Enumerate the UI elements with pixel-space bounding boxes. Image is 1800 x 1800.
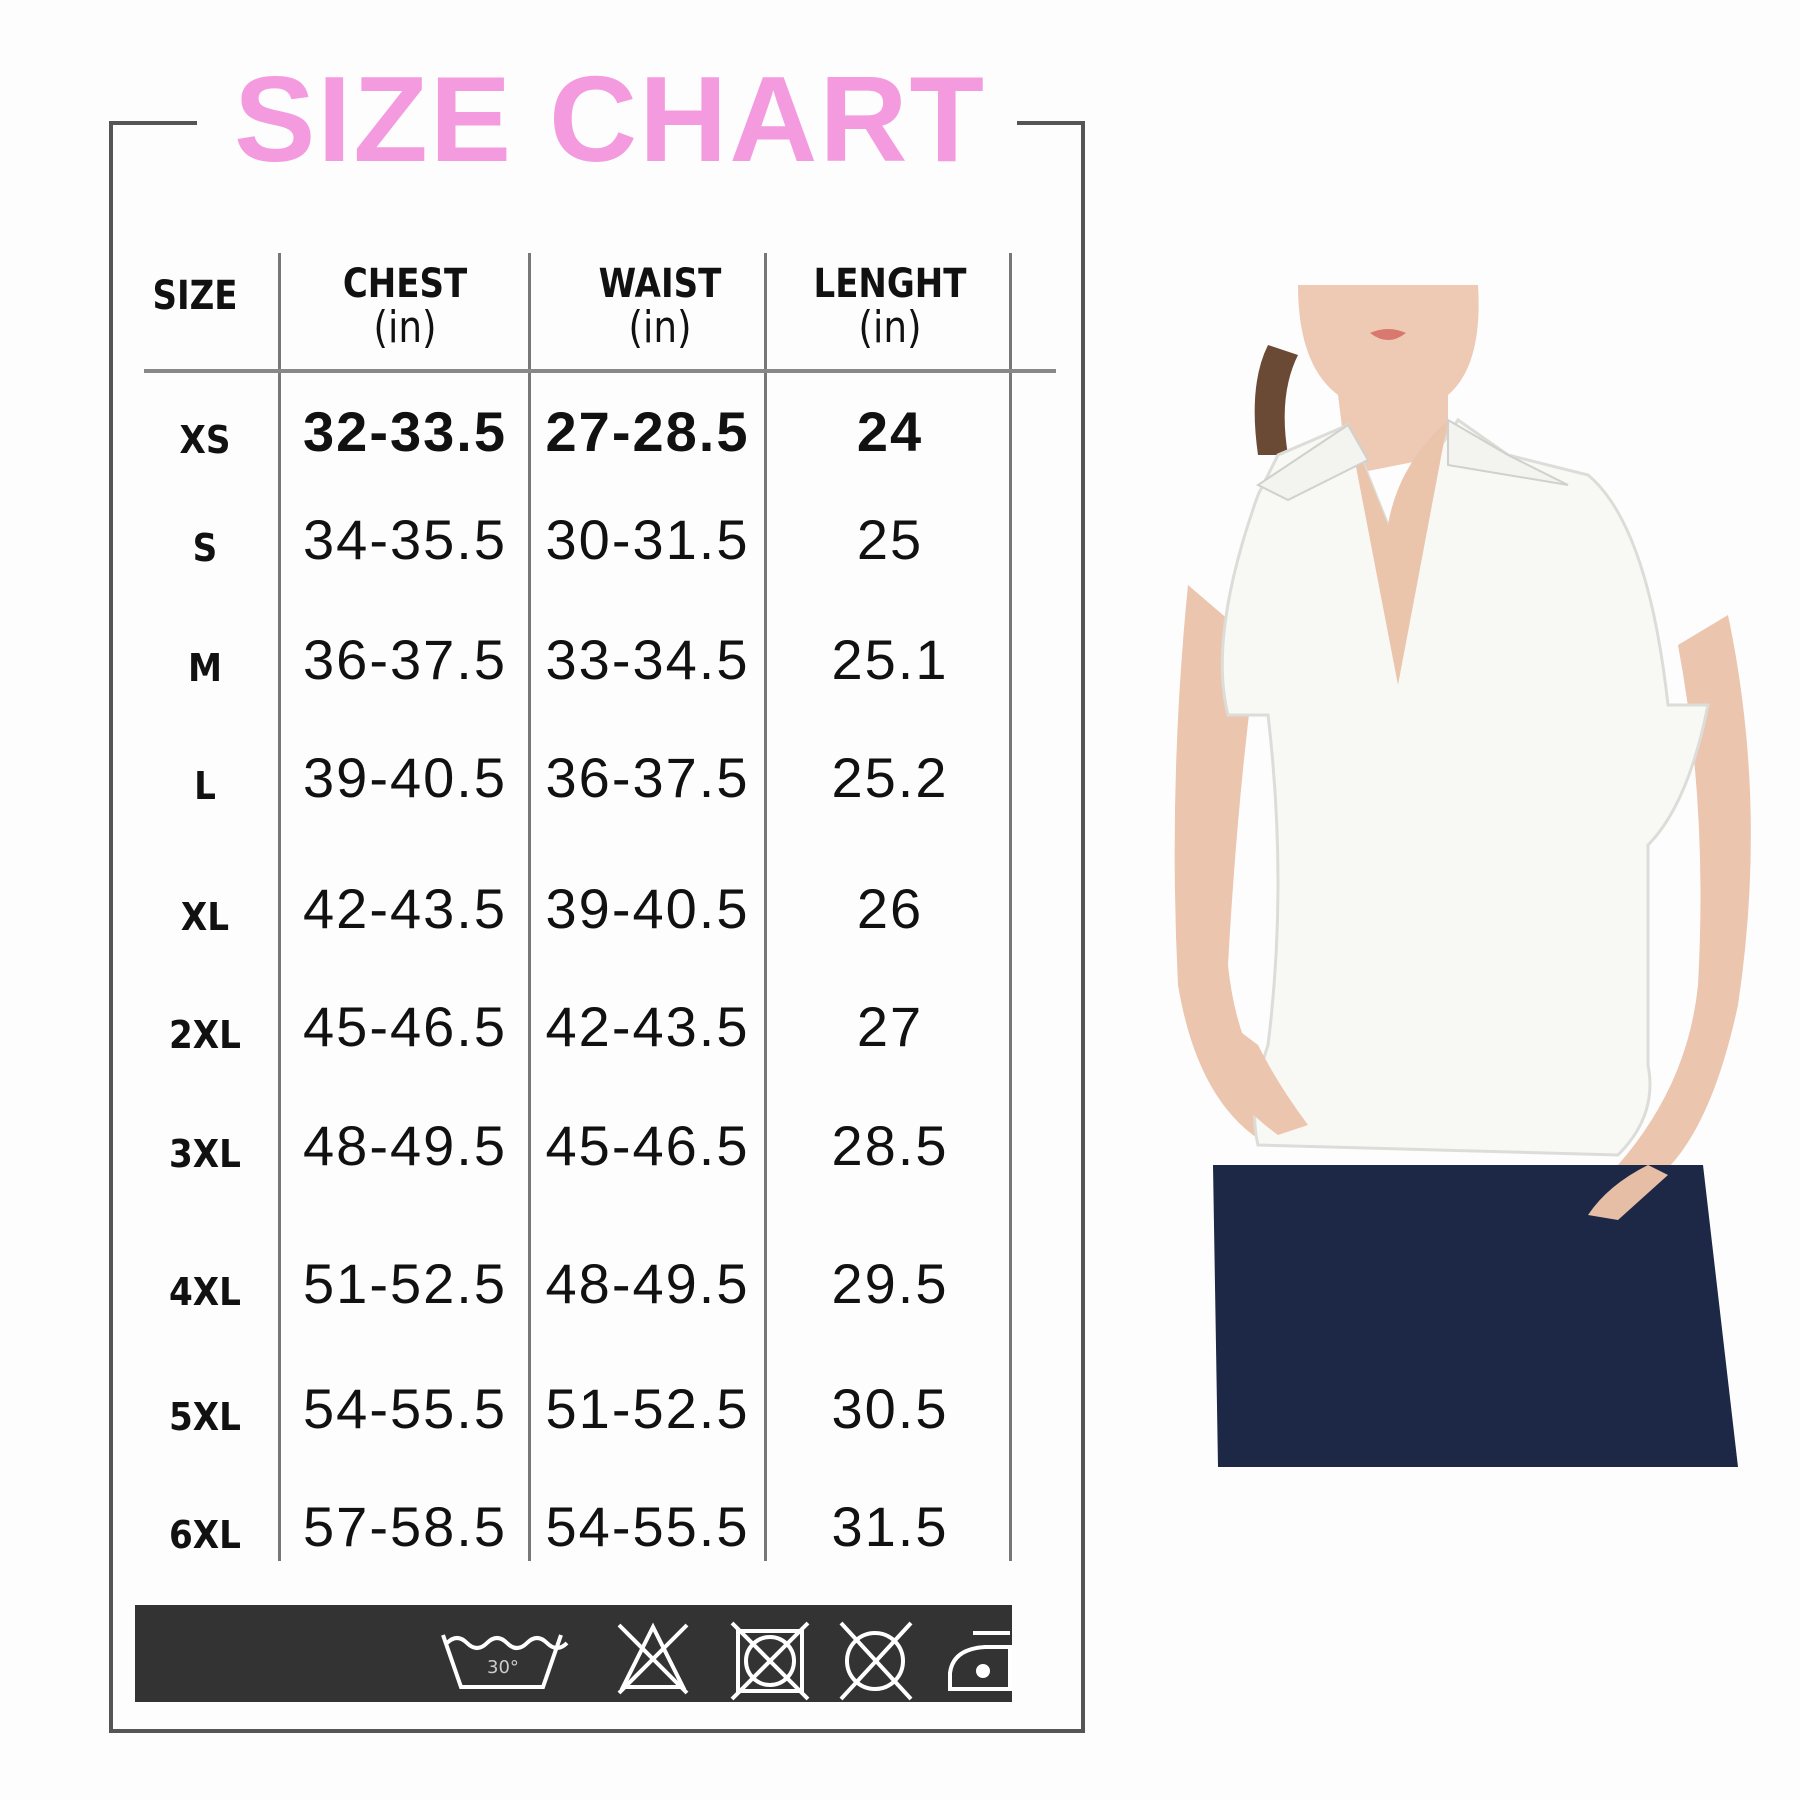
header-chest-label: CHEST [342,261,468,307]
model-wearing-white-polo [1148,285,1780,1467]
cell-length: 27 [856,995,924,1058]
header-waist-label: WAIST [598,261,722,307]
cell-length: 24 [856,400,924,463]
cell-length: 28.5 [831,1114,949,1177]
cell-waist: 42-43.5 [545,995,750,1058]
cell-chest: 48-49.5 [303,1114,507,1177]
cell-length: 29.5 [831,1252,949,1315]
cell-waist: 30-31.5 [545,508,750,571]
wash-30-icon: 30° [441,1634,569,1689]
collar [1256,418,1569,502]
do-not-bleach-icon [617,1622,689,1695]
cell-waist: 39-40.5 [545,877,750,940]
cell-size: 4XL [169,1270,241,1314]
cell-chest: 39-40.5 [303,746,507,809]
header-length-label: LENGHT [813,261,967,307]
cell-size: XS [179,418,231,462]
jeans [1213,1165,1738,1467]
cell-chest: 36-37.5 [303,628,507,691]
shirt [1220,417,1710,1157]
header-divider [144,369,1056,373]
right-arm [1618,615,1751,1185]
frame-border-top-left [109,121,197,125]
cell-waist: 51-52.5 [545,1377,750,1440]
column-divider [528,253,531,1561]
cell-chest: 34-35.5 [303,508,507,571]
frame-border-left [109,123,113,1733]
cell-waist: 27-28.5 [545,400,750,463]
product-photo [1148,285,1780,1467]
column-divider [278,253,281,1561]
cell-chest: 54-55.5 [303,1377,507,1440]
cell-waist: 54-55.5 [545,1495,750,1558]
header-size: SIZE [152,273,238,319]
ponytail [1254,345,1298,455]
header-length-unit: (in) [858,302,922,353]
cell-length: 30.5 [831,1377,949,1440]
header-waist-unit: (in) [628,302,692,353]
care-icons: 30° [441,1621,1012,1701]
size-chart-title: SIZE CHART [234,51,986,187]
cell-size: 6XL [169,1513,241,1557]
cell-waist: 33-34.5 [545,628,750,691]
cell-length: 26 [856,877,924,940]
wash-temperature: 30° [487,1657,519,1678]
cell-size: L [194,764,216,808]
cell-waist: 48-49.5 [545,1252,750,1315]
cell-waist: 36-37.5 [545,746,750,809]
cell-size: S [192,526,218,570]
cell-length: 25.2 [831,746,949,809]
cell-chest: 32-33.5 [303,400,507,463]
cell-length: 31.5 [831,1495,949,1558]
column-divider [764,253,767,1561]
cell-chest: 42-43.5 [303,877,507,940]
cell-size: 5XL [169,1395,241,1439]
cell-size: M [187,646,223,690]
frame-border-right [1081,123,1085,1733]
header-chest: CHEST (in) [316,262,495,350]
header-waist: WAIST (in) [571,262,750,350]
cell-length: 25.1 [831,628,949,691]
right-hand [1588,1165,1668,1220]
cell-chest: 45-46.5 [303,995,507,1058]
column-divider [1009,253,1012,1561]
care-instructions-bar: 30° [135,1605,1012,1702]
frame-border-bottom [109,1729,1085,1733]
left-arm [1174,585,1298,1145]
iron-low-icon [948,1631,1012,1691]
frame-border-top-right [1017,121,1085,125]
v-neck [1348,420,1448,685]
cell-length: 25 [856,508,924,571]
cell-size: 2XL [169,1013,241,1057]
cell-waist: 45-46.5 [545,1114,750,1177]
header-chest-unit: (in) [373,302,437,353]
cell-chest: 51-52.5 [303,1252,507,1315]
do-not-tumble-dry-icon [730,1621,810,1701]
cell-size: XL [180,895,230,939]
cell-chest: 57-58.5 [303,1495,507,1558]
left-hand [1178,985,1308,1135]
header-length: LENGHT (in) [797,262,984,350]
lips [1370,329,1406,340]
do-not-dry-clean-icon [839,1621,913,1701]
cell-size: 3XL [169,1132,241,1176]
